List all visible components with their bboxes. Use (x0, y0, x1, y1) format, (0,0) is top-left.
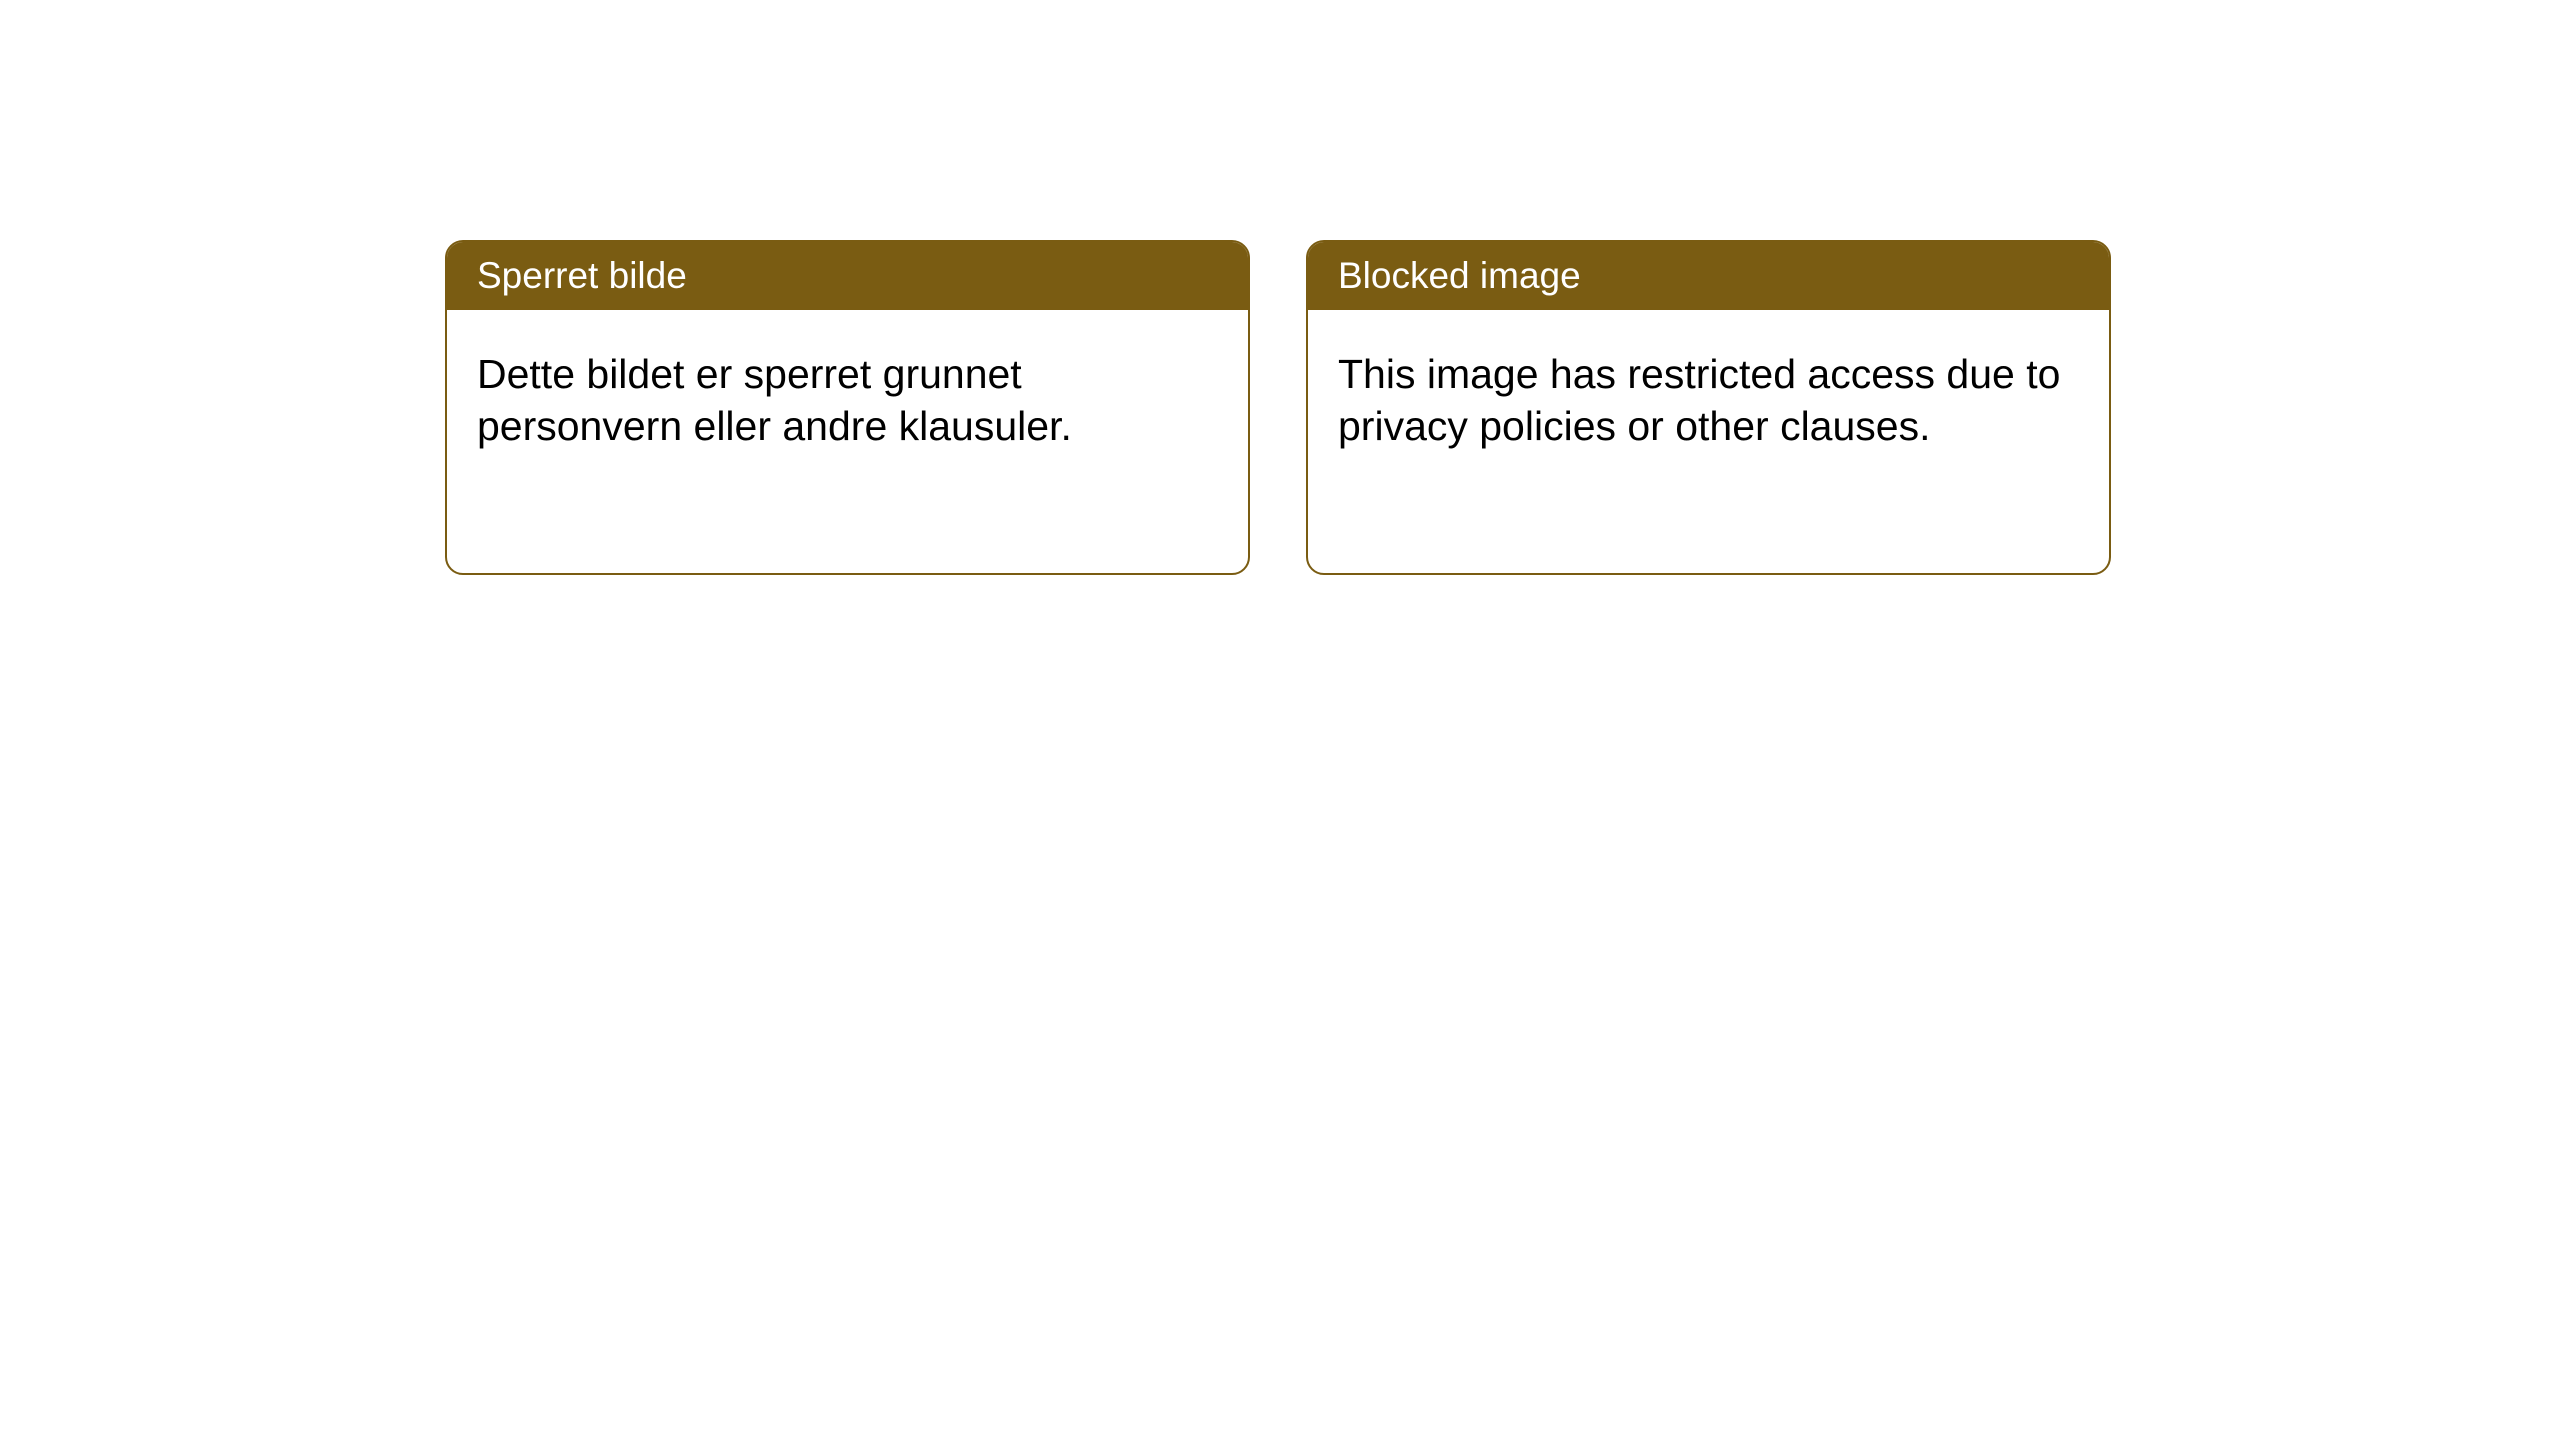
card-body-norwegian: Dette bildet er sperret grunnet personve… (447, 310, 1248, 491)
notice-card-norwegian: Sperret bilde Dette bildet er sperret gr… (445, 240, 1250, 575)
card-header-norwegian: Sperret bilde (447, 242, 1248, 310)
notice-cards-container: Sperret bilde Dette bildet er sperret gr… (445, 240, 2111, 575)
body-text-norwegian: Dette bildet er sperret grunnet personve… (477, 351, 1072, 449)
body-text-english: This image has restricted access due to … (1338, 351, 2060, 449)
notice-card-english: Blocked image This image has restricted … (1306, 240, 2111, 575)
card-header-english: Blocked image (1308, 242, 2109, 310)
card-body-english: This image has restricted access due to … (1308, 310, 2109, 491)
header-text-norwegian: Sperret bilde (477, 255, 687, 296)
header-text-english: Blocked image (1338, 255, 1581, 296)
